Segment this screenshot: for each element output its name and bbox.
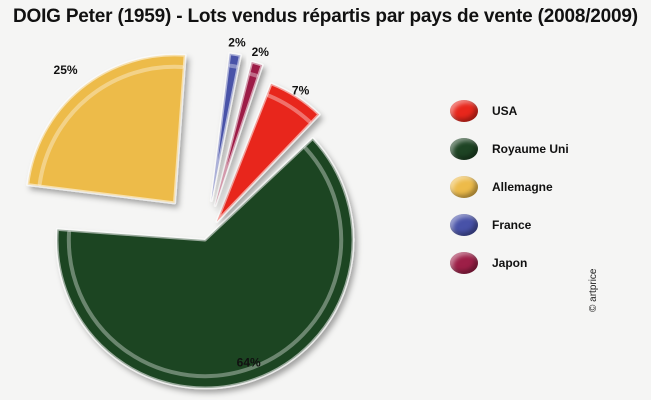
pie-slice-highlight-allemagne — [37, 64, 184, 186]
pie-slice-france — [209, 52, 242, 203]
legend-swatch — [450, 252, 478, 274]
pie-slice-japon — [213, 60, 264, 207]
pie-slice-allemagne — [26, 53, 187, 205]
data-label-royaume-uni: 64% — [237, 356, 261, 370]
data-label-allemagne: 25% — [54, 63, 78, 77]
data-label-france: 2% — [228, 36, 246, 50]
legend-label: France — [492, 218, 532, 232]
legend-label: USA — [492, 104, 518, 118]
pie-slice-highlight-japon — [249, 72, 259, 78]
legend-swatch — [450, 214, 478, 236]
pie-slice-usa — [215, 82, 321, 223]
pie-slice-highlight-usa — [266, 93, 312, 124]
data-label-usa: 7% — [292, 84, 310, 98]
legend-label: Royaume Uni — [492, 142, 569, 156]
legend-item-usa: USA — [450, 92, 630, 130]
pie-slice-highlight-royaume-uni — [66, 146, 344, 379]
legend-label: Allemagne — [492, 180, 553, 194]
legend-item-france: France — [450, 206, 630, 244]
legend-swatch — [450, 100, 478, 122]
legend-item-allemagne: Allemagne — [450, 168, 630, 206]
data-label-japon: 2% — [252, 45, 270, 59]
legend-item-japon: Japon — [450, 244, 630, 282]
pie-slice-highlight-france — [228, 63, 238, 69]
chart-title: DOIG Peter (1959) - Lots vendus répartis… — [13, 6, 638, 27]
legend-swatch — [450, 138, 478, 160]
legend-label: Japon — [492, 256, 528, 270]
artprice-credit: © artprice — [588, 268, 599, 313]
pie-slice-royaume-uni — [55, 136, 355, 390]
legend: USA Royaume Uni Allemagne France Japon — [450, 92, 630, 282]
legend-swatch — [450, 176, 478, 198]
legend-item-royaume-uni: Royaume Uni — [450, 130, 630, 168]
